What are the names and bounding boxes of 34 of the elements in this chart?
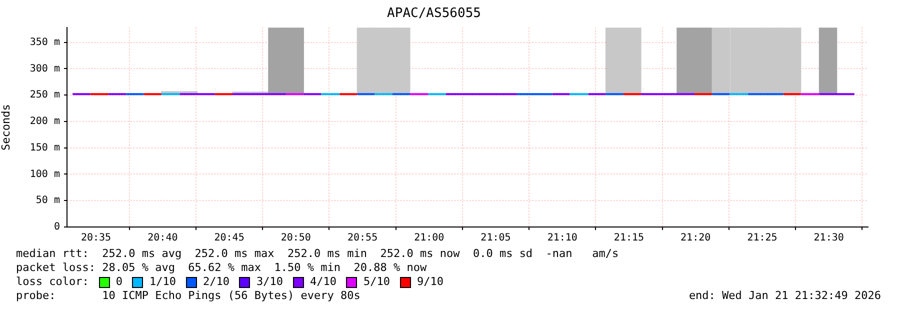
legend-label: 1/10 <box>149 275 176 289</box>
text: packet loss: 28.05 % avg 65.62 % max 1.50 % min 20.88 % now <box>16 261 427 275</box>
text: probe: 10 ICMP Echo Pings (56 Bytes) every 80s <box>16 289 360 303</box>
legend-title: loss color: <box>16 275 89 289</box>
x-tick-label: 20:50 <box>280 232 311 244</box>
x-tick-label: 21:30 <box>814 232 844 244</box>
y-tick-label: 200 m <box>30 116 60 128</box>
legend-label: 0 <box>116 275 122 289</box>
y-tick-label: 50 m <box>36 195 60 206</box>
x-tick-label: 20:40 <box>148 232 178 244</box>
x-tick-label: 21:10 <box>547 232 578 244</box>
text: median rtt: 252.0 ms avg 252.0 ms max 252.0 ms min 252.0 ms now 0.0 ms sd -nan am/s <box>16 247 619 261</box>
x-tick-label: 21:20 <box>680 232 711 244</box>
x-tick-label: 21:25 <box>747 232 778 244</box>
y-tick-label: 0 <box>54 222 60 233</box>
x-tick-label: 21:05 <box>480 232 511 244</box>
legend-label: 2/10 <box>202 275 230 289</box>
x-tick-label: 20:45 <box>214 232 244 244</box>
legend-label: 3/10 <box>256 275 283 289</box>
text: end: Wed Jan 21 21:32:49 2026 <box>688 289 881 303</box>
x-tick-label: 21:15 <box>614 232 644 244</box>
y-tick-label: 300 m <box>30 63 60 74</box>
x-tick-label: 20:55 <box>347 232 378 244</box>
x-tick-label: 20:35 <box>80 232 112 244</box>
y-axis-title: Seconds <box>0 104 12 150</box>
legend-label: 5/10 <box>363 275 390 289</box>
legend-label: 9/10 <box>416 275 444 289</box>
y-tick-label: 100 m <box>30 168 60 180</box>
x-tick-label: 21:00 <box>414 232 444 244</box>
chart-title: APAC/AS56055 <box>387 6 481 22</box>
y-tick-label: 350 m <box>30 36 60 48</box>
y-tick-label: 250 m <box>30 90 60 101</box>
legend-label: 4/10 <box>310 275 336 289</box>
y-tick-label: 150 m <box>30 142 60 154</box>
